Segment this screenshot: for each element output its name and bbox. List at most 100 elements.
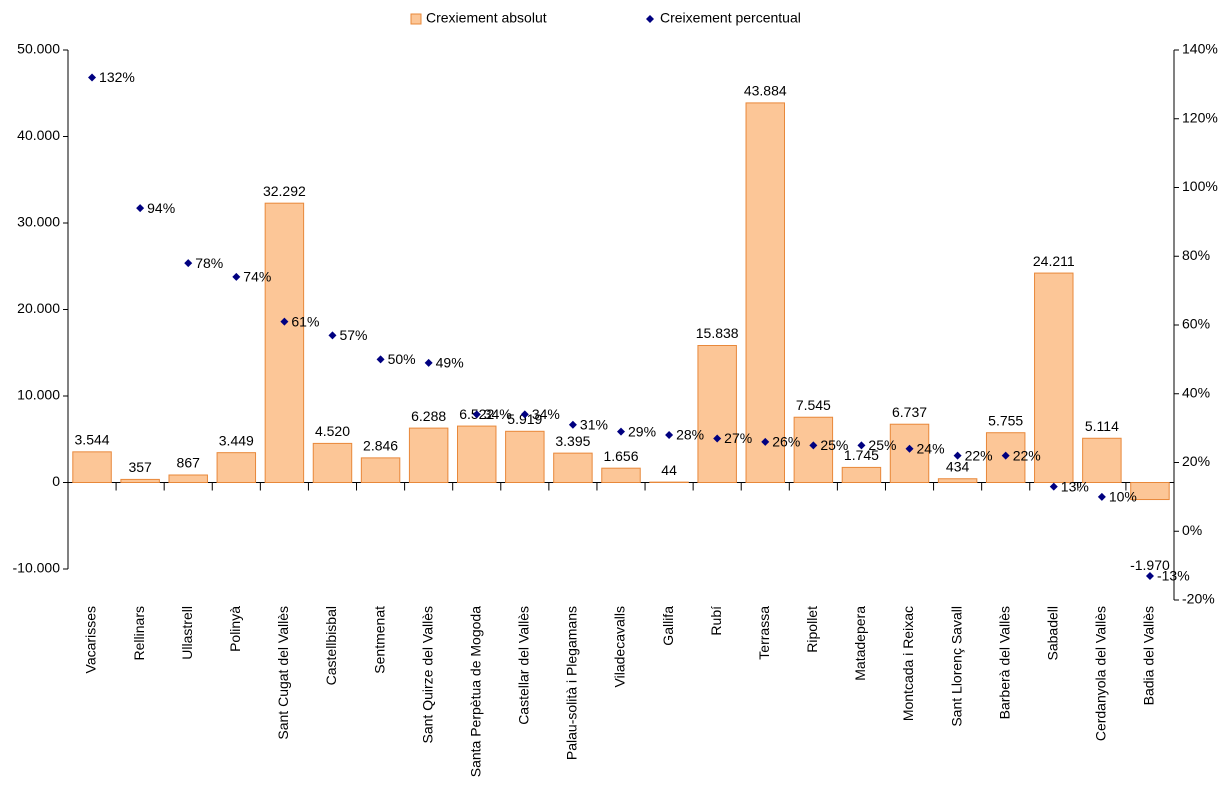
- bar-value-label: 1.656: [603, 448, 638, 464]
- bar: [889, 423, 930, 483]
- x-tick-label: Santa Perpètua de Mogoda: [467, 606, 483, 777]
- bar-value-label: 6.288: [411, 408, 446, 424]
- legend-swatch: [646, 15, 654, 23]
- x-tick-label: Sant Quirze del Vallès: [419, 606, 435, 743]
- point-value-label: 50%: [388, 351, 416, 367]
- bar-value-label: 2.846: [363, 438, 398, 454]
- point: [1097, 492, 1106, 501]
- point: [857, 441, 866, 450]
- bar-value-label: 5.919: [507, 411, 542, 427]
- y2-tick-label: 60%: [1182, 316, 1210, 332]
- point-value-label: 22%: [1013, 447, 1041, 463]
- x-tick-label: Terrassa: [756, 606, 772, 660]
- x-tick-label: Sabadell: [1044, 606, 1060, 661]
- bar: [1082, 437, 1122, 483]
- legend-swatch: [410, 13, 422, 25]
- point: [568, 420, 577, 429]
- x-tick-label: Palau-solità i Plegamans: [564, 606, 580, 760]
- point: [376, 355, 385, 364]
- bar: [745, 102, 785, 483]
- point-value-label: 94%: [147, 200, 175, 216]
- point-value-label: 26%: [772, 434, 800, 450]
- bar-value-label: 357: [128, 459, 152, 475]
- x-tick-label: Vacarisses: [83, 606, 99, 673]
- point: [761, 437, 770, 446]
- bar-value-label: 3.449: [219, 432, 254, 448]
- point-value-label: 24%: [917, 440, 945, 456]
- x-tick-label: Castellar del Vallès: [516, 606, 532, 725]
- legend-label: Creixement percentual: [660, 10, 801, 26]
- point: [88, 73, 97, 82]
- y-tick-label: 50.000: [17, 41, 60, 57]
- point-value-label: 34%: [484, 406, 512, 422]
- y-tick-label: 30.000: [17, 214, 60, 230]
- point: [328, 331, 337, 340]
- bar: [697, 345, 737, 484]
- point-value-label: 61%: [291, 313, 319, 329]
- point: [136, 204, 145, 213]
- y-tick-label: 20.000: [17, 300, 60, 316]
- point: [232, 272, 241, 281]
- point: [1145, 571, 1154, 580]
- y2-tick-label: 40%: [1182, 384, 1210, 400]
- y-tick-label: 10.000: [17, 387, 60, 403]
- bar-value-label: 44: [661, 462, 677, 478]
- bar-value-label: 6.737: [892, 404, 927, 420]
- point-value-label: 132%: [99, 69, 135, 85]
- bar: [505, 430, 545, 484]
- x-tick-label: Sentmenat: [371, 606, 387, 674]
- point: [280, 317, 289, 326]
- point: [905, 444, 914, 453]
- point-value-label: 49%: [436, 355, 464, 371]
- point: [1001, 451, 1010, 460]
- point-value-label: 29%: [628, 423, 656, 439]
- point-value-label: 13%: [1061, 478, 1089, 494]
- bar: [216, 452, 257, 483]
- point: [472, 410, 481, 419]
- point: [424, 358, 433, 367]
- x-tick-label: Matadepera: [852, 606, 868, 681]
- y-tick-label: 0: [52, 473, 60, 489]
- point: [713, 434, 722, 443]
- point-value-label: 10%: [1109, 489, 1137, 505]
- point: [665, 431, 674, 439]
- bar: [601, 467, 641, 483]
- y2-tick-label: 120%: [1182, 109, 1218, 125]
- x-tick-label: Rellinars: [131, 606, 147, 660]
- x-tick-label: Castellbisbal: [323, 606, 339, 685]
- point: [1049, 482, 1058, 491]
- x-tick-label: Sant Llorenç Savall: [948, 606, 964, 727]
- bar: [1034, 272, 1074, 484]
- x-tick-label: Gallifa: [660, 606, 676, 646]
- point-value-label: 78%: [195, 255, 223, 271]
- x-tick-label: Badia del Vallès: [1141, 606, 1157, 705]
- point-value-label: 28%: [676, 427, 704, 443]
- y2-tick-label: 0%: [1182, 522, 1202, 538]
- x-tick-label: Polinyà: [227, 606, 243, 652]
- bar-value-label: 32.292: [263, 183, 306, 199]
- y2-tick-label: 100%: [1182, 178, 1218, 194]
- bar: [360, 457, 401, 484]
- y2-tick-label: 80%: [1182, 247, 1210, 263]
- bar-value-label: 3.395: [555, 433, 590, 449]
- bar-value-label: -1.970: [1130, 557, 1170, 573]
- legend-label: Crexiement absolut: [426, 10, 547, 26]
- bar: [264, 202, 305, 483]
- y-tick-label: 40.000: [17, 127, 60, 143]
- bar-value-label: 24.211: [1033, 253, 1075, 269]
- bar-value-label: 4.520: [315, 423, 350, 439]
- point-value-label: 25%: [868, 437, 896, 453]
- point-value-label: 25%: [820, 437, 848, 453]
- point-value-label: 57%: [339, 327, 367, 343]
- point: [184, 259, 193, 268]
- bar-value-label: 3.544: [75, 432, 110, 448]
- bar-value-label: 7.545: [796, 397, 831, 413]
- x-tick-label: Barberà del Vallès: [996, 606, 1012, 719]
- x-tick-label: Ripollet: [804, 606, 820, 653]
- point-value-label: 74%: [243, 269, 271, 285]
- bar: [72, 451, 112, 483]
- bar-value-label: 15.838: [696, 325, 739, 341]
- bar-value-label: 5.114: [1085, 418, 1119, 434]
- y-tick-label: -10.000: [13, 560, 61, 576]
